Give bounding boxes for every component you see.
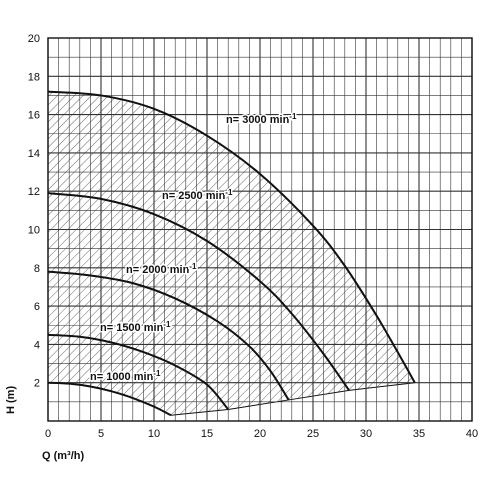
curve-label-main: n= 1500 min	[100, 322, 164, 334]
x-tick-label: 15	[201, 428, 213, 440]
curve-label-main: n= 3000 min	[226, 114, 290, 126]
curve-label: n= 1500 min-1	[100, 320, 171, 334]
y-tick-label: 20	[28, 33, 40, 45]
y-axis-label: H (m)	[5, 386, 17, 414]
curve-label-main: n= 1000 min	[90, 371, 154, 383]
curve-label: n= 1000 min-1	[90, 369, 161, 383]
y-tick-label: 18	[28, 71, 40, 83]
x-tick-label: 35	[413, 428, 425, 440]
x-tick-label: 25	[307, 428, 319, 440]
x-axis-label: Q (m³/h)	[42, 450, 84, 462]
curve-label-superscript: -1	[225, 188, 233, 197]
curve-labels-layer: n= 1000 min-1n= 1500 min-1n= 2000 min-1n…	[89, 111, 299, 385]
curve-label-main: n= 2000 min	[126, 264, 190, 276]
grid-layer	[47, 37, 473, 422]
x-tick-label: 40	[466, 428, 478, 440]
curve-line	[47, 333, 229, 411]
plot-frame	[47, 37, 473, 422]
curve-label-superscript: -1	[189, 262, 197, 271]
axes-layer: 0 5 10 15 20 25 30 35 40 2 4 6 8 10 12 14 16 18 20 Q (m³/h)…	[5, 33, 478, 462]
y-tick-label: 10	[28, 225, 40, 237]
x-tick-label: 10	[148, 428, 160, 440]
curve-line	[47, 90, 416, 384]
y-tick-label: 14	[28, 148, 40, 160]
curve-line	[47, 270, 290, 401]
curves-layer	[47, 90, 416, 417]
x-tick-label: 0	[45, 428, 51, 440]
curve-line	[47, 192, 350, 391]
y-tick-label: 16	[28, 110, 40, 122]
curve-line	[47, 381, 172, 417]
curve-label-superscript: -1	[289, 112, 297, 121]
y-tick-label: 12	[28, 186, 40, 198]
y-tick-label: 4	[34, 339, 40, 351]
x-tick-label: 20	[254, 428, 266, 440]
y-tick-label: 6	[34, 301, 40, 313]
y-tick-label: 8	[34, 263, 40, 275]
y-tick-label: 2	[34, 378, 40, 390]
curve-label: n= 2500 min-1	[162, 188, 233, 202]
curve-label-main: n= 2500 min	[162, 190, 226, 202]
curve-label-superscript: -1	[163, 320, 171, 329]
x-tick-label: 5	[98, 428, 104, 440]
operating-region-hatch	[48, 91, 415, 416]
x-tick-label: 30	[360, 428, 372, 440]
curve-label-superscript: -1	[153, 369, 161, 378]
operating-region-layer	[48, 91, 415, 416]
curve-label: n= 3000 min-1	[226, 112, 297, 126]
curve-label: n= 2000 min-1	[126, 262, 197, 276]
